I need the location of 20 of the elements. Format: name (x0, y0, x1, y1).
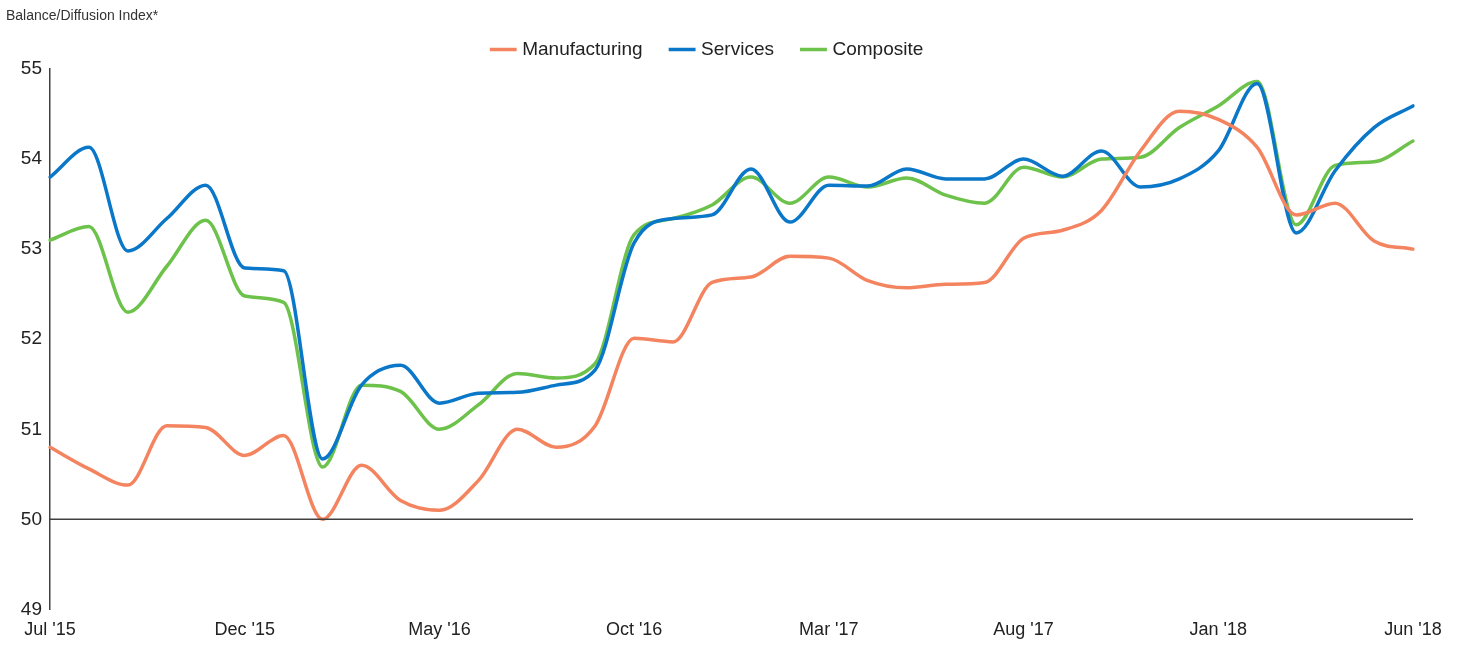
y-axis-title: Balance/Diffusion Index* (6, 6, 159, 23)
y-tick-label: 55 (20, 57, 42, 79)
y-tick-label: 53 (20, 237, 42, 259)
x-tick-label: Jul '15 (24, 619, 76, 640)
x-tick-label: Dec '15 (214, 619, 275, 640)
x-tick-label: Aug '17 (993, 619, 1054, 640)
y-tick-label: 50 (20, 507, 42, 529)
line-series (48, 109, 1415, 522)
legend-label: Services (701, 37, 774, 59)
x-tick-label: Jun '18 (1384, 619, 1442, 640)
y-tick-label: 54 (20, 147, 43, 169)
x-tick-label: Mar '17 (799, 619, 859, 640)
legend-label: Manufacturing (522, 37, 643, 59)
y-tick-label: 49 (20, 597, 42, 619)
legend-label: Composite (832, 37, 924, 59)
x-tick-label: Jan '18 (1189, 619, 1248, 640)
x-tick-label: Oct '16 (605, 619, 663, 640)
y-tick-label: 51 (20, 417, 42, 439)
y-tick-label: 52 (20, 327, 42, 349)
x-tick-label: May '16 (408, 619, 471, 640)
